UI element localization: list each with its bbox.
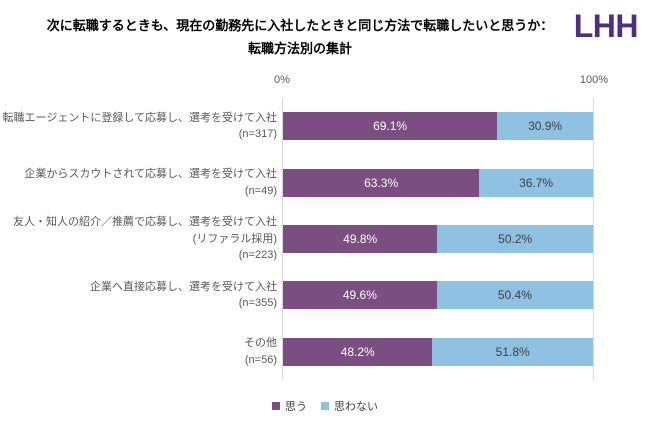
bar-segment-omowanai: 36.7% [479, 168, 593, 197]
bar-row: 49.8% 50.2% [283, 211, 593, 267]
bar-row: 69.1% 30.9% [283, 98, 593, 154]
bar-segment-omowanai: 51.8% [432, 337, 593, 366]
legend-item-omou: 思う [272, 398, 307, 414]
bar-segment-omowanai: 50.2% [437, 224, 593, 253]
legend-swatch-omou [272, 402, 280, 410]
bar-value-label: 69.1% [373, 119, 408, 134]
bar-row: 63.3% 36.7% [283, 154, 593, 210]
category-label-line: (リファラル採用) [192, 232, 277, 245]
category-label-line: 企業へ直接応募し、選考を受けて入社 [90, 280, 277, 293]
category-label-n: (n=355) [238, 297, 277, 310]
bar-value-label: 49.6% [342, 288, 377, 303]
bar-value-label: 51.8% [495, 344, 530, 359]
category-label-line: 企業からスカウトされて応募し、選考を受けて入社 [24, 168, 277, 181]
category-label-line: 友人・知人の紹介／推薦で応募し、選考を受けて入社 [13, 216, 277, 229]
bar-value-label: 63.3% [364, 175, 399, 190]
bar-segment-omou: 49.6% [283, 281, 437, 310]
legend-swatch-omowanai [321, 402, 329, 410]
legend-label-omowanai: 思わない [334, 401, 378, 413]
category-label-n: (n=223) [238, 249, 277, 262]
category-label: 友人・知人の紹介／推薦で応募し、選考を受けて入社 (リファラル採用) (n=22… [0, 211, 277, 267]
bar-segment-omou: 69.1% [283, 112, 498, 141]
chart-title-line2: 転職方法別の集計 [247, 41, 352, 56]
x-axis-min-label: 0% [274, 74, 290, 86]
legend: 思う 思わない [0, 398, 650, 414]
bar-value-label: 36.7% [519, 175, 554, 190]
bar-segment-omou: 48.2% [283, 337, 433, 366]
bar-value-label: 30.9% [528, 119, 563, 134]
bar-row: 49.6% 50.4% [283, 267, 593, 323]
category-label-n: (n=317) [238, 128, 277, 141]
category-label: 企業へ直接応募し、選考を受けて入社 (n=355) [0, 267, 277, 323]
category-label-n: (n=56) [244, 353, 277, 366]
lhh-logo: LHH [573, 8, 639, 44]
category-label: 転職エージェントに登録して応募し、選考を受けて入社 (n=317) [0, 98, 277, 154]
stacked-bar: 69.1% 30.9% [283, 112, 593, 141]
bar-segment-omou: 63.3% [283, 168, 480, 197]
stacked-bar: 63.3% 36.7% [283, 168, 593, 197]
legend-label-omou: 思う [285, 401, 307, 413]
stacked-bar: 49.8% 50.2% [283, 224, 593, 253]
chart-title: 次に転職するときも、現在の勤務先に入社したときと同じ方法で転職したいと思うか： … [20, 14, 580, 60]
bar-row: 48.2% 51.8% [283, 324, 593, 380]
legend-item-omowanai: 思わない [321, 398, 378, 414]
bar-segment-omou: 49.8% [283, 224, 438, 253]
bar-segment-omowanai: 30.9% [497, 112, 593, 141]
category-labels: 転職エージェントに登録して応募し、選考を受けて入社 (n=317) 企業からスカ… [0, 98, 277, 380]
x-axis-max-label: 100% [579, 74, 609, 86]
bar-value-label: 50.4% [497, 288, 532, 303]
stacked-bar: 48.2% 51.8% [283, 337, 593, 366]
bar-value-label: 49.8% [343, 231, 378, 246]
plot-area: 69.1% 30.9% 63.3% 36.7% 49.8% 50.2% [282, 98, 594, 380]
chart-title-line1: 次に転職するときも、現在の勤務先に入社したときと同じ方法で転職したいと思うか： [46, 18, 554, 33]
category-label-line: その他 [244, 337, 277, 350]
category-label-line: 転職エージェントに登録して応募し、選考を受けて入社 [2, 111, 277, 124]
category-label: その他 (n=56) [0, 324, 277, 380]
category-label: 企業からスカウトされて応募し、選考を受けて入社 (n=49) [0, 154, 277, 210]
category-label-n: (n=49) [244, 184, 277, 197]
bar-value-label: 48.2% [340, 344, 375, 359]
bar-value-label: 50.2% [498, 231, 533, 246]
bar-segment-omowanai: 50.4% [436, 281, 593, 310]
stacked-bar: 49.6% 50.4% [283, 281, 593, 310]
